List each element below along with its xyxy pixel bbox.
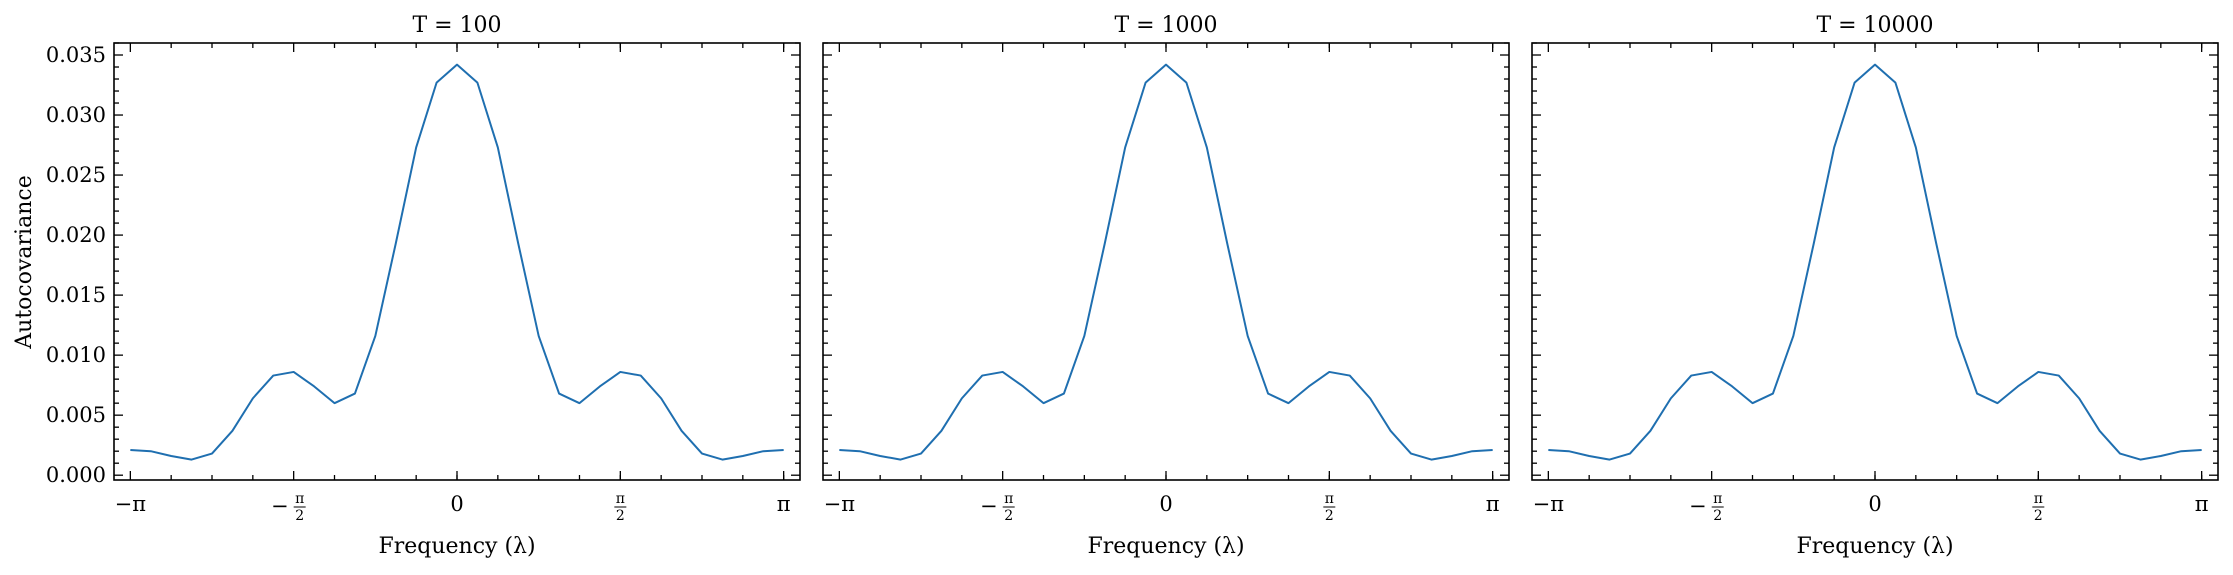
svg-text:2: 2	[295, 508, 304, 524]
series-line-1	[1548, 63, 2202, 461]
x-tick-label: π2	[1323, 491, 1336, 524]
chart-title: T = 100	[412, 13, 501, 38]
series-line-1	[839, 63, 1493, 461]
svg-text:−: −	[980, 494, 998, 518]
x-axis-label: Frequency (λ)	[1796, 534, 1953, 559]
x-tick-label: π	[2195, 492, 2209, 516]
svg-text:π: π	[2034, 491, 2043, 507]
x-tick-label: π2	[2032, 491, 2045, 524]
y-tick-label: 0.030	[46, 103, 106, 127]
x-tick-label: −π	[115, 492, 147, 516]
x-tick-label: − π2	[980, 491, 1015, 524]
x-tick-label: π2	[614, 491, 627, 524]
y-tick-label: 0.035	[46, 43, 106, 67]
x-tick-label: −π	[1533, 492, 1565, 516]
svg-text:π: π	[1713, 491, 1722, 507]
svg-text:π: π	[1004, 491, 1013, 507]
plot-frame	[113, 42, 801, 481]
x-axis-label: Frequency (λ)	[378, 534, 535, 559]
plot-frame	[1531, 42, 2219, 481]
x-tick-label: − π2	[271, 491, 306, 524]
svg-text:2: 2	[2034, 508, 2043, 524]
x-tick-label: 0	[450, 492, 463, 516]
x-axis-label: Frequency (λ)	[1087, 534, 1244, 559]
svg-text:2: 2	[616, 508, 625, 524]
chart-panels: T = 100−π − π2 0 π2 π0.0000.0050.0100.0150.02…	[46, 13, 2219, 559]
x-tick-label: −π	[824, 492, 856, 516]
y-tick-label: 0.010	[46, 343, 106, 367]
svg-text:π: π	[295, 491, 304, 507]
chart-panel-1: T = 100−π − π2 0 π2 π0.0000.0050.0100.0150.02…	[46, 13, 801, 559]
x-tick-label: 0	[1159, 492, 1172, 516]
svg-text:π: π	[616, 491, 625, 507]
svg-text:−: −	[271, 494, 289, 518]
chart-title: T = 1000	[1114, 13, 1217, 38]
x-tick-label: 0	[1868, 492, 1881, 516]
svg-text:2: 2	[1713, 508, 1722, 524]
y-tick-label: 0.015	[46, 283, 106, 307]
y-tick-label: 0.025	[46, 163, 106, 187]
series-line-1	[130, 63, 784, 461]
y-tick-label: 0.005	[46, 403, 106, 427]
y-tick-label: 0.000	[46, 463, 106, 487]
y-tick-label: 0.020	[46, 223, 106, 247]
x-tick-label: π	[1486, 492, 1500, 516]
x-tick-label: π	[777, 492, 791, 516]
y-axis-label: Autocovariance	[12, 175, 37, 349]
plot-frame	[822, 42, 1510, 481]
x-tick-label: − π2	[1689, 491, 1724, 524]
chart-title: T = 10000	[1816, 13, 1933, 38]
svg-text:2: 2	[1004, 508, 1013, 524]
svg-text:2: 2	[1325, 508, 1334, 524]
svg-text:−: −	[1689, 494, 1707, 518]
svg-text:π: π	[1325, 491, 1334, 507]
